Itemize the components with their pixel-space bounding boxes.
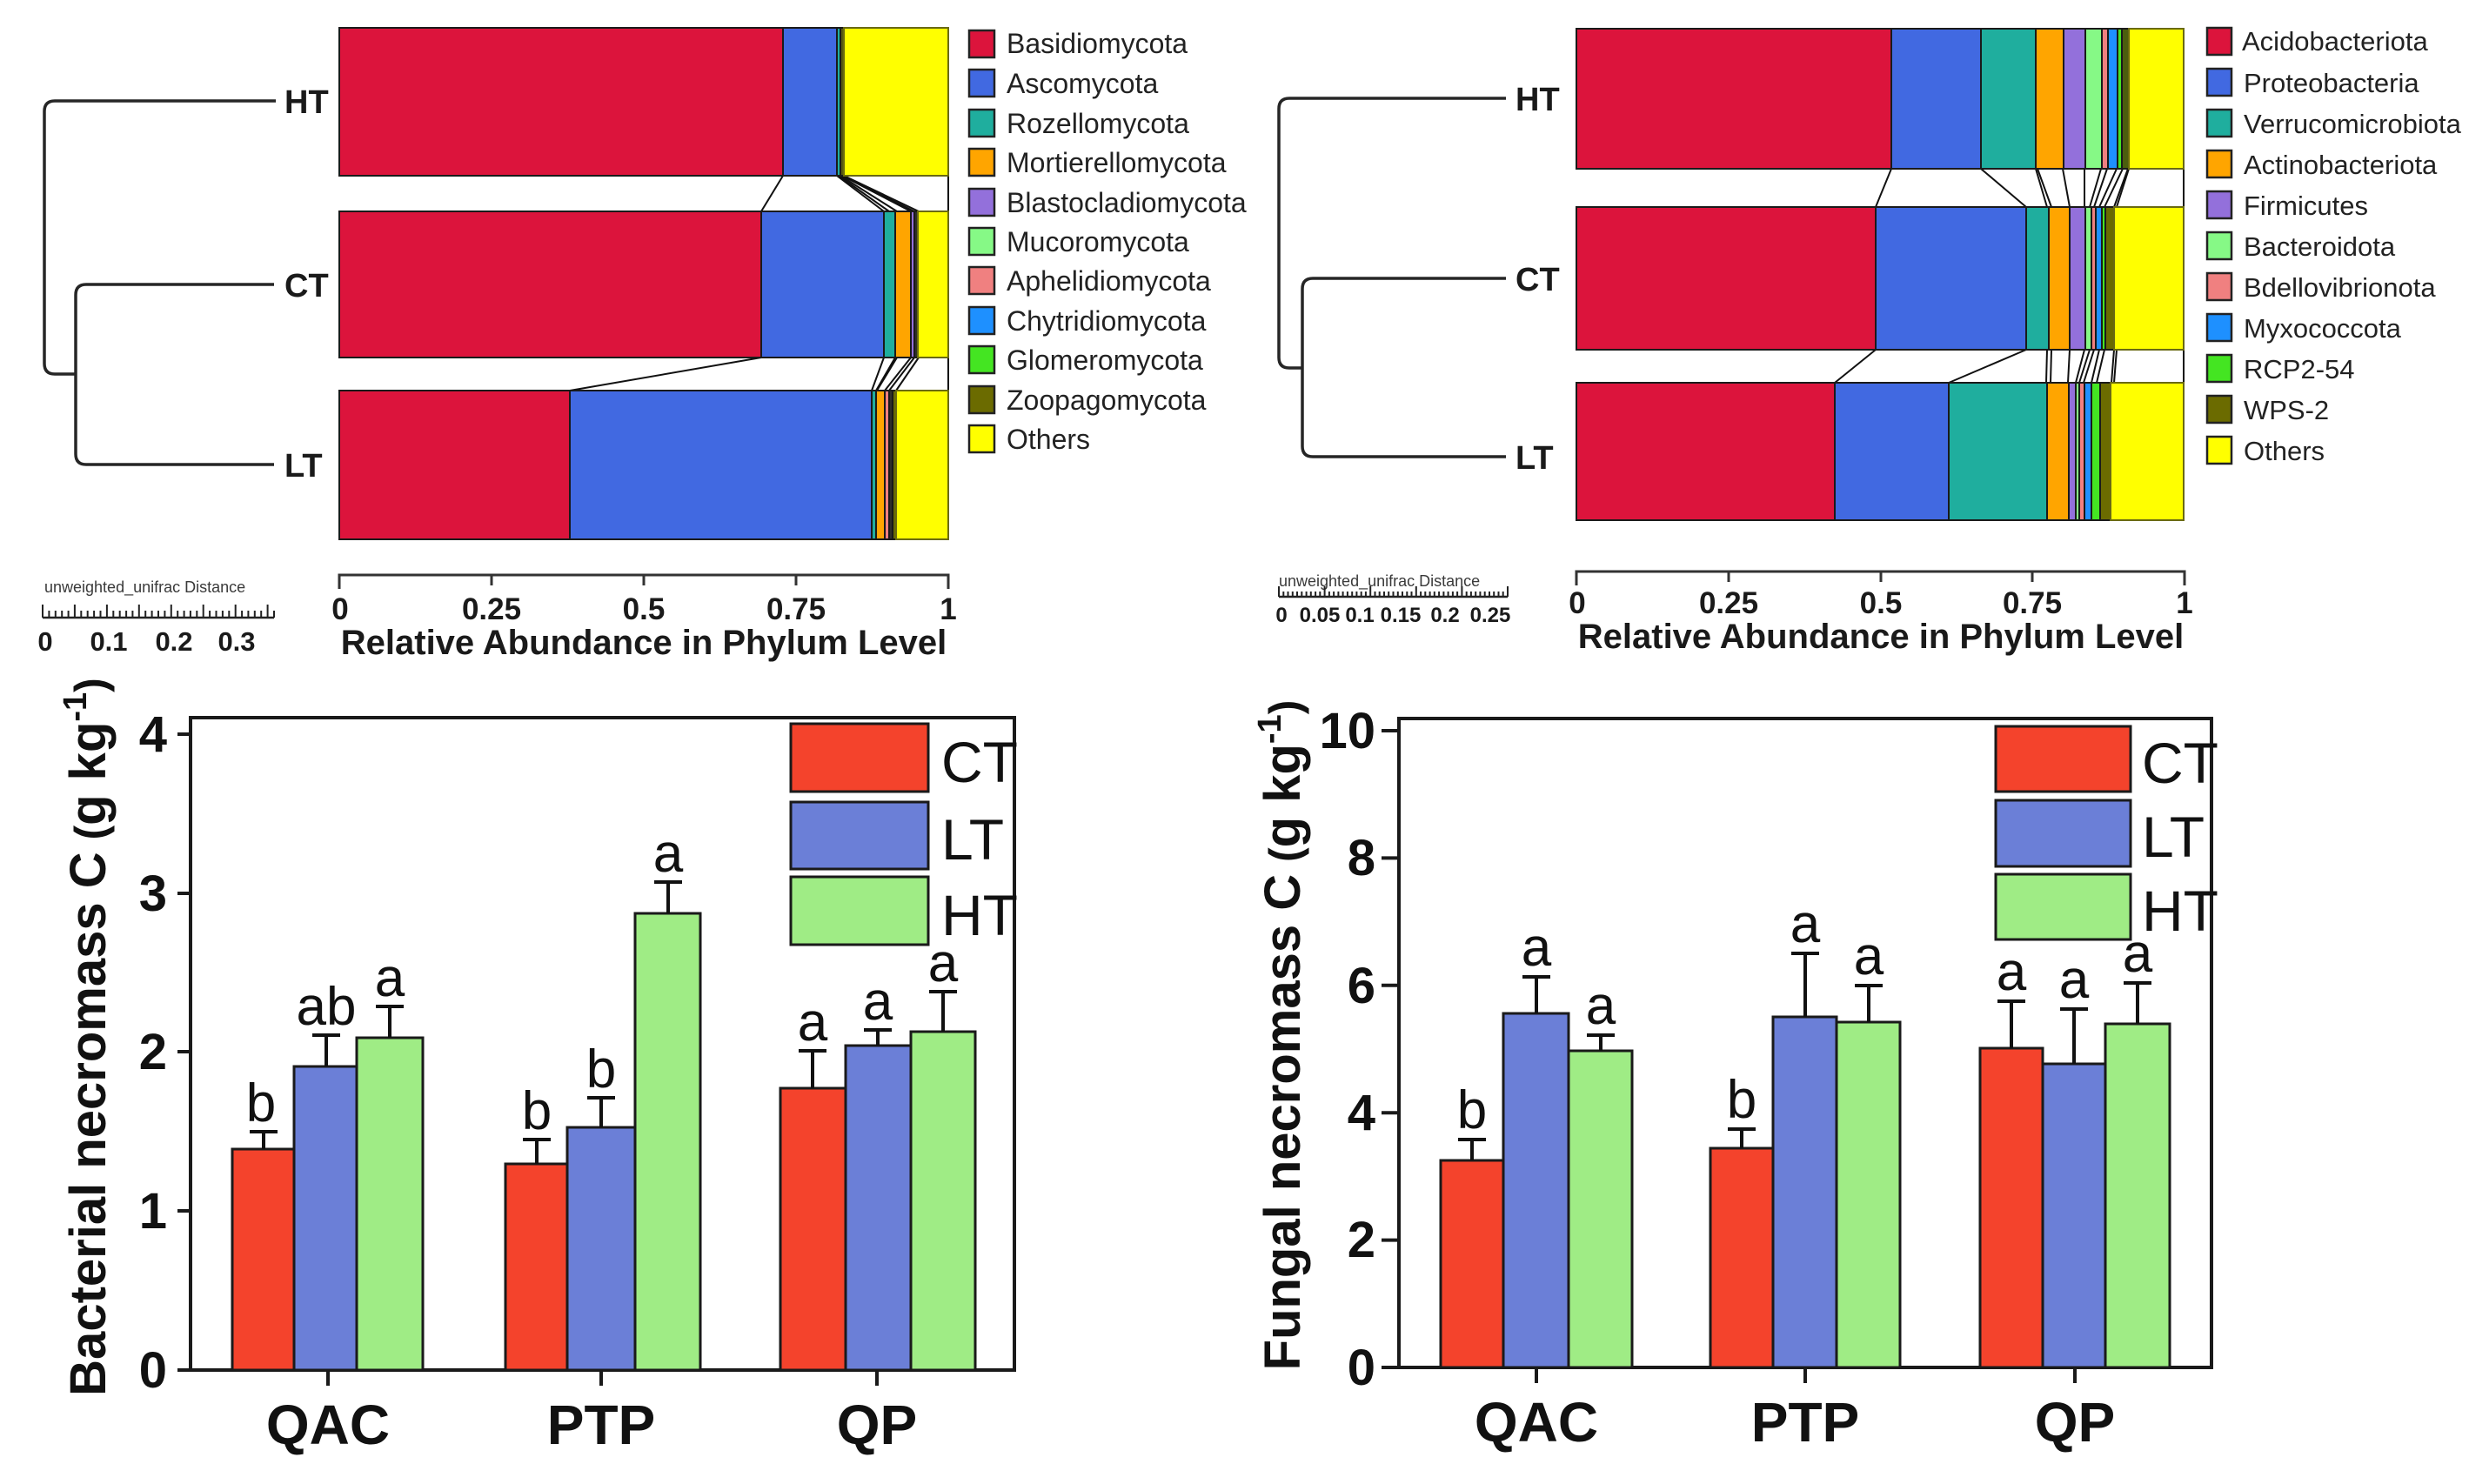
svg-text:0.25: 0.25 (1699, 586, 1758, 620)
svg-text:Bdellovibrionota: Bdellovibrionota (2244, 272, 2436, 303)
svg-text:1: 1 (2176, 586, 2192, 620)
svg-text:Chytridiomycota: Chytridiomycota (1007, 305, 1207, 337)
svg-text:LT: LT (2142, 805, 2205, 869)
svg-text:RCP2-54: RCP2-54 (2244, 354, 2355, 384)
svg-text:Blastocladiomycota: Blastocladiomycota (1007, 187, 1247, 218)
svg-text:Acidobacteriota: Acidobacteriota (2242, 26, 2428, 57)
svg-text:QAC: QAC (1475, 1391, 1598, 1454)
svg-text:Proteobacteria: Proteobacteria (2244, 68, 2419, 98)
svg-text:0.2: 0.2 (1430, 604, 1459, 627)
svg-text:Bacterial necromass C (g kg-1): Bacterial necromass C (g kg-1) (57, 678, 117, 1396)
svg-text:a: a (1790, 894, 1821, 954)
svg-text:0.2: 0.2 (155, 626, 192, 657)
svg-text:CT: CT (284, 268, 329, 304)
svg-text:Mortierellomycota: Mortierellomycota (1007, 147, 1227, 178)
svg-text:unweighted_unifrac Distance: unweighted_unifrac Distance (1279, 572, 1480, 591)
svg-text:4: 4 (1348, 1085, 1375, 1141)
svg-text:0.3: 0.3 (217, 626, 255, 657)
svg-text:HT: HT (2142, 879, 2218, 943)
svg-text:b: b (1727, 1070, 1756, 1130)
svg-text:Others: Others (1007, 424, 1090, 455)
svg-text:a: a (1586, 976, 1616, 1036)
svg-text:HT: HT (941, 883, 1018, 947)
svg-text:0.1: 0.1 (90, 626, 127, 657)
svg-text:0: 0 (37, 626, 52, 657)
svg-text:2: 2 (1348, 1212, 1375, 1268)
svg-text:a: a (375, 948, 405, 1008)
svg-text:a: a (1854, 926, 1884, 986)
svg-text:Fungal necromass C (g kg-1): Fungal necromass C (g kg-1) (1252, 700, 1311, 1371)
svg-text:Relative Abundance in Phylum L: Relative Abundance in Phylum Level (1578, 618, 2184, 656)
svg-text:Zoopagomycota: Zoopagomycota (1007, 384, 1207, 416)
svg-text:LT: LT (941, 807, 1004, 872)
svg-text:Verrucomicrobiota: Verrucomicrobiota (2244, 109, 2462, 139)
svg-text:0.75: 0.75 (2003, 586, 2062, 620)
svg-text:0: 0 (1275, 604, 1287, 627)
svg-text:Relative Abundance in Phylum L: Relative Abundance in Phylum Level (341, 624, 947, 662)
svg-text:Mucoromycota: Mucoromycota (1007, 226, 1189, 257)
svg-text:0.25: 0.25 (1470, 604, 1511, 627)
svg-text:0.15: 0.15 (1381, 604, 1422, 627)
svg-text:PTP: PTP (1751, 1391, 1859, 1454)
svg-text:Glomeromycota: Glomeromycota (1007, 344, 1203, 376)
svg-text:a: a (2059, 950, 2090, 1010)
svg-text:QP: QP (837, 1394, 917, 1456)
svg-text:b: b (586, 1039, 616, 1100)
svg-text:Basidiomycota: Basidiomycota (1007, 28, 1188, 59)
svg-text:CT: CT (941, 730, 1018, 794)
svg-text:0: 0 (139, 1342, 167, 1399)
svg-text:CT: CT (2142, 731, 2218, 795)
svg-text:0.75: 0.75 (766, 592, 826, 626)
svg-text:6: 6 (1348, 958, 1375, 1014)
svg-text:LT: LT (1516, 440, 1554, 477)
svg-text:Bacteroidota: Bacteroidota (2244, 231, 2396, 262)
svg-text:0: 0 (331, 592, 348, 626)
svg-text:LT: LT (284, 448, 323, 485)
svg-text:Actinobacteriota: Actinobacteriota (2244, 150, 2438, 180)
svg-text:0.25: 0.25 (462, 592, 521, 626)
svg-text:a: a (653, 824, 684, 884)
svg-text:0.5: 0.5 (1860, 586, 1903, 620)
svg-text:b: b (522, 1081, 552, 1141)
svg-text:a: a (1522, 918, 1552, 978)
svg-text:PTP: PTP (547, 1394, 655, 1456)
svg-text:CT: CT (1516, 262, 1560, 298)
svg-text:0.1: 0.1 (1345, 604, 1374, 627)
svg-text:1: 1 (139, 1183, 167, 1240)
svg-text:a: a (863, 972, 893, 1032)
svg-text:Firmicutes: Firmicutes (2244, 191, 2368, 221)
svg-text:unweighted_unifrac Distance: unweighted_unifrac Distance (44, 578, 245, 597)
svg-text:Aphelidiomycota: Aphelidiomycota (1007, 265, 1211, 297)
svg-text:a: a (928, 933, 959, 993)
svg-text:0: 0 (1348, 1340, 1375, 1396)
svg-text:Ascomycota: Ascomycota (1007, 68, 1158, 99)
svg-text:3: 3 (139, 866, 167, 922)
svg-text:1: 1 (940, 592, 956, 626)
svg-text:Rozellomycota: Rozellomycota (1007, 108, 1189, 139)
svg-text:WPS-2: WPS-2 (2244, 395, 2329, 425)
svg-text:4: 4 (139, 706, 167, 763)
svg-text:a: a (798, 993, 828, 1053)
svg-text:8: 8 (1348, 830, 1375, 886)
svg-text:b: b (1457, 1080, 1487, 1140)
svg-text:a: a (1997, 942, 2027, 1002)
svg-text:QAC: QAC (266, 1394, 390, 1456)
svg-text:2: 2 (139, 1024, 167, 1080)
svg-text:ab: ab (297, 977, 357, 1037)
svg-text:Others: Others (2244, 436, 2325, 466)
svg-text:0: 0 (1569, 586, 1585, 620)
svg-text:HT: HT (284, 84, 329, 121)
svg-text:0.05: 0.05 (1300, 604, 1341, 627)
svg-text:QP: QP (2035, 1391, 2115, 1454)
svg-text:10: 10 (1319, 703, 1375, 759)
svg-text:HT: HT (1516, 82, 1560, 118)
svg-text:b: b (246, 1073, 276, 1133)
svg-text:0.5: 0.5 (623, 592, 666, 626)
svg-text:Myxococcota: Myxococcota (2244, 313, 2402, 344)
